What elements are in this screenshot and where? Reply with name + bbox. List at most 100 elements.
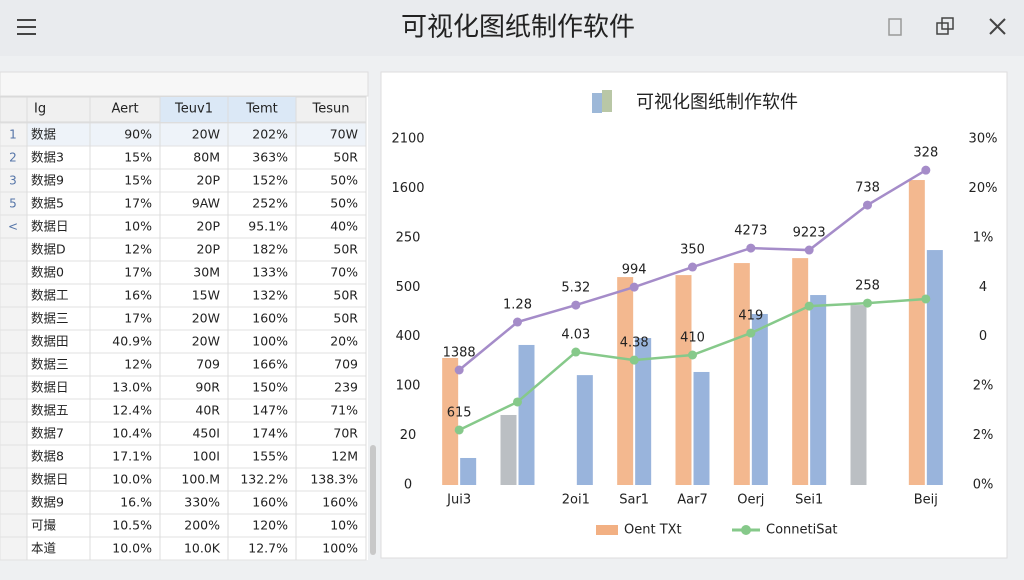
point bbox=[454, 425, 464, 435]
y-axis-label: 500 bbox=[396, 280, 421, 295]
cell: 数据9 bbox=[31, 173, 64, 188]
cell: 138.3% bbox=[310, 472, 358, 487]
y-axis-label: 250 bbox=[396, 230, 421, 245]
point bbox=[863, 298, 872, 308]
bookmark-button[interactable] bbox=[888, 18, 902, 36]
legend-swatch bbox=[741, 525, 751, 535]
cell: 95.1% bbox=[248, 219, 288, 234]
row-number-cell bbox=[0, 283, 28, 308]
data-label: 4.03 bbox=[561, 328, 590, 343]
cell: 16% bbox=[124, 288, 152, 303]
cell: 330% bbox=[184, 495, 220, 510]
selected-header bbox=[160, 97, 228, 122]
row-number-cell bbox=[0, 352, 28, 377]
cell: 17% bbox=[124, 196, 152, 211]
scrollbar[interactable] bbox=[370, 445, 376, 555]
column-header: Tesun bbox=[312, 102, 350, 117]
bar bbox=[926, 250, 943, 485]
cell: 70R bbox=[333, 426, 358, 441]
cell: 50R bbox=[333, 242, 358, 257]
row-number-cell bbox=[0, 306, 28, 331]
data-label: 994 bbox=[622, 263, 647, 278]
point bbox=[513, 397, 522, 407]
y-axis-label: 400 bbox=[396, 329, 421, 344]
point bbox=[454, 365, 464, 375]
x-tick-label: Jui3 bbox=[446, 493, 471, 508]
x-tick-label: 2oi1 bbox=[562, 493, 590, 508]
cell: 160% bbox=[252, 311, 288, 326]
bar bbox=[810, 295, 827, 485]
y2-axis-label: 4 bbox=[979, 280, 987, 295]
data-label: 419 bbox=[738, 309, 763, 324]
cell: 12% bbox=[124, 242, 152, 257]
point bbox=[746, 243, 756, 253]
cell: 20P bbox=[197, 219, 221, 234]
cell: 17.1% bbox=[112, 449, 152, 464]
cell: 90% bbox=[124, 127, 152, 142]
cell: 数据三 bbox=[31, 311, 69, 326]
row-number-cell bbox=[0, 513, 28, 538]
data-label: 4273 bbox=[734, 224, 767, 239]
y2-axis-label: 0% bbox=[973, 478, 994, 493]
cell: 150% bbox=[252, 380, 288, 395]
cell: 71% bbox=[330, 403, 358, 418]
bar bbox=[751, 313, 768, 485]
cell: 数据9 bbox=[31, 495, 64, 510]
bar bbox=[850, 305, 867, 485]
cell: 17% bbox=[124, 311, 152, 326]
column-header: Aert bbox=[111, 102, 138, 117]
cell: 12% bbox=[124, 357, 152, 372]
data-label: 1.28 bbox=[503, 298, 532, 313]
cell: 100I bbox=[192, 449, 220, 464]
bar bbox=[792, 258, 809, 485]
cell: 50% bbox=[330, 173, 358, 188]
y2-axis-label: 0 bbox=[979, 329, 987, 344]
menu-button[interactable] bbox=[17, 19, 36, 35]
y-axis-label: 0 bbox=[404, 478, 412, 493]
cell: 数据5 bbox=[31, 196, 64, 211]
cell: 40% bbox=[330, 219, 358, 234]
restore-button[interactable] bbox=[936, 17, 954, 35]
cell: 160% bbox=[322, 495, 358, 510]
point bbox=[804, 245, 814, 255]
y-axis-label: 2100 bbox=[391, 132, 424, 147]
cell: 本道 bbox=[31, 541, 57, 556]
data-label: 9223 bbox=[793, 226, 826, 241]
cell: 202% bbox=[252, 127, 288, 142]
cell: 30M bbox=[193, 265, 220, 280]
close-button[interactable] bbox=[989, 18, 1006, 35]
data-label: 738 bbox=[855, 181, 880, 196]
legend-label: Oent TXt bbox=[624, 523, 682, 538]
cell: 15% bbox=[124, 173, 152, 188]
row-number-cell bbox=[0, 398, 28, 423]
cell: 数据7 bbox=[31, 426, 64, 441]
cell: 133% bbox=[252, 265, 288, 280]
column-header: Temt bbox=[245, 102, 278, 117]
row-number-cell bbox=[0, 467, 28, 492]
bar bbox=[675, 275, 692, 485]
cell: 数据日 bbox=[31, 472, 69, 487]
bar bbox=[908, 180, 925, 486]
cell: 数据日 bbox=[31, 219, 69, 234]
cell: 200% bbox=[184, 518, 220, 533]
cell: 147% bbox=[252, 403, 288, 418]
data-label: 1388 bbox=[443, 345, 476, 360]
point bbox=[513, 317, 522, 327]
cell: 40R bbox=[195, 403, 220, 418]
y2-axis-label: 1% bbox=[973, 230, 994, 245]
row-number-cell bbox=[0, 536, 28, 561]
cell: 10.0K bbox=[184, 541, 221, 556]
cell: 20W bbox=[192, 334, 220, 349]
bar bbox=[617, 277, 634, 485]
cell: 10.4% bbox=[112, 426, 152, 441]
x-tick-label: Oerj bbox=[737, 493, 764, 508]
x-tick-label: Sar1 bbox=[619, 493, 649, 508]
point bbox=[688, 262, 697, 272]
cell: 数据3 bbox=[31, 150, 64, 165]
cell: 9AW bbox=[192, 196, 220, 211]
cell: 174% bbox=[252, 426, 288, 441]
point bbox=[921, 294, 931, 304]
row-number: 3 bbox=[9, 174, 17, 188]
cell: 13.0% bbox=[112, 380, 152, 395]
formula-bar[interactable] bbox=[0, 71, 369, 97]
